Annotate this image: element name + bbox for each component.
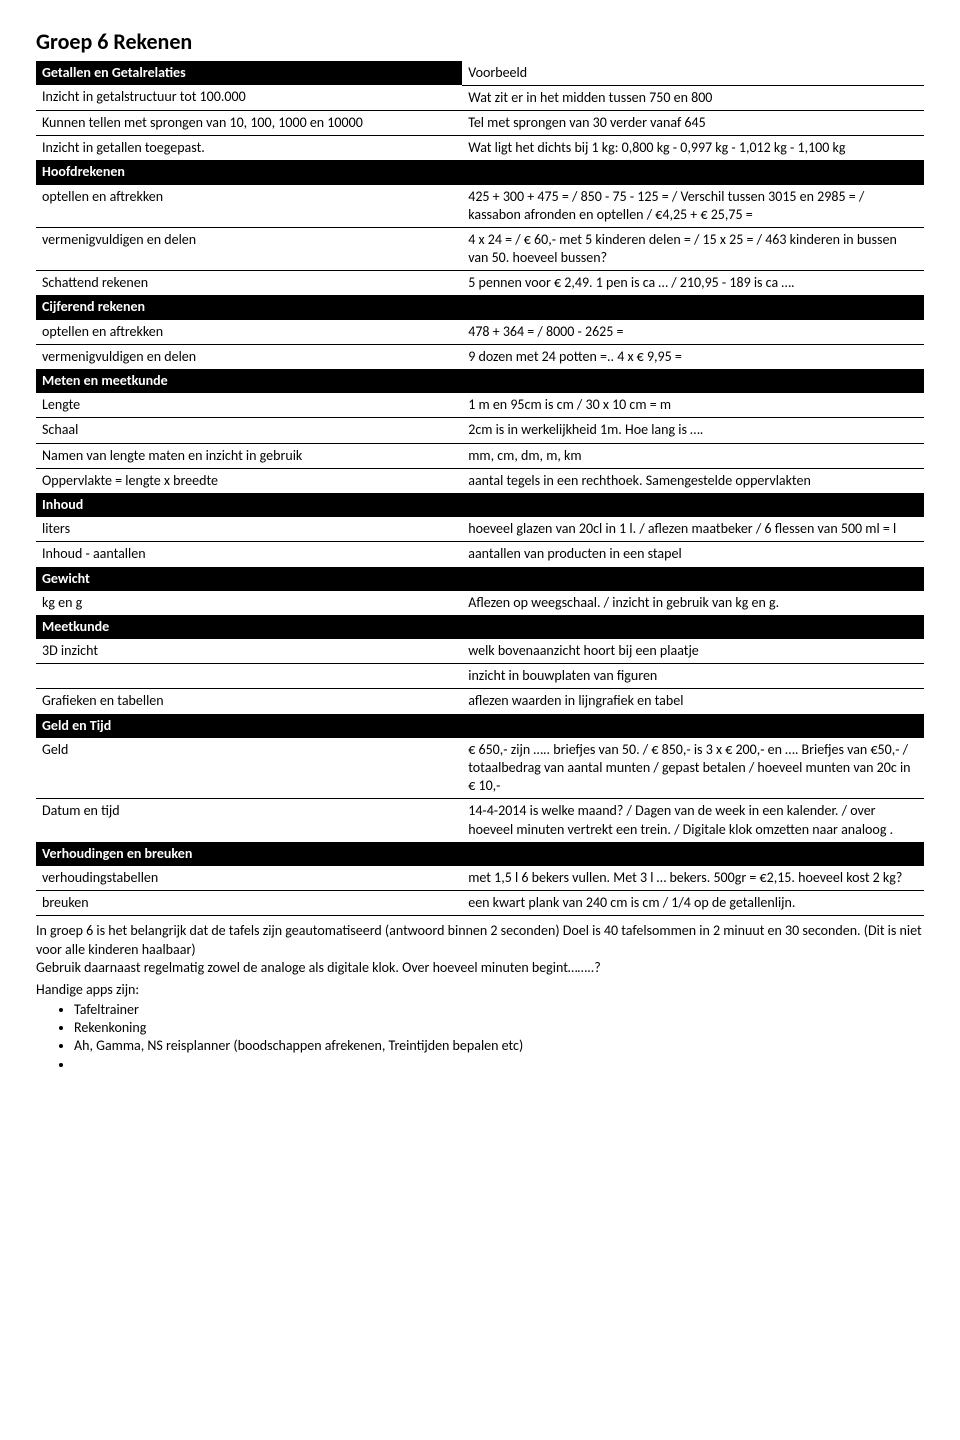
- apps-list: Tafeltrainer Rekenkoning Ah, Gamma, NS r…: [36, 1001, 924, 1074]
- cell-left: liters: [36, 517, 462, 542]
- cell-right: Wat ligt het dichts bij 1 kg: 0,800 kg -…: [462, 136, 924, 161]
- cell-left: verhoudingstabellen: [36, 866, 462, 891]
- cell-right: 5 pennen voor € 2,49. 1 pen is ca … / 21…: [462, 271, 924, 296]
- cell-left: optellen en aftrekken: [36, 185, 462, 228]
- section-label: Cijferend rekenen: [36, 295, 924, 319]
- cell-left: Inzicht in getalstructuur tot 100.000: [36, 85, 462, 110]
- section-label: Gewicht: [36, 567, 924, 591]
- list-item: Rekenkoning: [74, 1019, 924, 1037]
- apps-label: Handige apps zijn:: [36, 981, 924, 999]
- cell-left: breuken: [36, 891, 462, 916]
- cell-left: vermenigvuldigen en delen: [36, 344, 462, 369]
- cell-right: 1 m en 95cm is cm / 30 x 10 cm = m: [462, 393, 924, 418]
- cell-right: 4 x 24 = / € 60,- met 5 kinderen delen =…: [462, 227, 924, 270]
- cell-left: vermenigvuldigen en delen: [36, 227, 462, 270]
- section-geldtijd: Geld en Tijd: [36, 714, 924, 738]
- cell-left: Schaal: [36, 418, 462, 443]
- page-title: Groep 6 Rekenen: [36, 28, 924, 57]
- cell-left: Namen van lengte maten en inzicht in geb…: [36, 443, 462, 468]
- cell-right: een kwart plank van 240 cm is cm / 1/4 o…: [462, 891, 924, 916]
- footer-p1: In groep 6 is het belangrijk dat de tafe…: [36, 922, 924, 958]
- cell-left: [36, 664, 462, 689]
- section-label: Meten en meetkunde: [36, 369, 924, 393]
- section-meetkunde: Meetkunde: [36, 615, 924, 639]
- table-row: Namen van lengte maten en inzicht in geb…: [36, 443, 924, 468]
- curriculum-table: Getallen en Getalrelaties Voorbeeld Inzi…: [36, 61, 924, 917]
- table-row: Schattend rekenen5 pennen voor € 2,49. 1…: [36, 271, 924, 296]
- list-item: [74, 1056, 924, 1074]
- cell-right: welk bovenaanzicht hoort bij een plaatje: [462, 639, 924, 664]
- section-label: Hoofdrekenen: [36, 160, 924, 184]
- cell-left: Oppervlakte = lengte x breedte: [36, 468, 462, 493]
- cell-left: kg en g: [36, 591, 462, 615]
- section-label: Verhoudingen en breuken: [36, 842, 924, 866]
- cell-right: 9 dozen met 24 potten =.. 4 x € 9,95 =: [462, 344, 924, 369]
- table-row: verhoudingstabellenmet 1,5 l 6 bekers vu…: [36, 866, 924, 891]
- cell-left: Datum en tijd: [36, 799, 462, 842]
- section-hoofdrekenen: Hoofdrekenen: [36, 160, 924, 184]
- table-row: Schaal2cm is in werkelijkheid 1m. Hoe la…: [36, 418, 924, 443]
- cell-right: aflezen waarden in lijngrafiek en tabel: [462, 689, 924, 714]
- table-row: kg en gAflezen op weegschaal. / inzicht …: [36, 591, 924, 615]
- list-item: Ah, Gamma, NS reisplanner (boodschappen …: [74, 1037, 924, 1055]
- cell-left: Geld: [36, 738, 462, 799]
- cell-right: 478 + 364 = / 8000 - 2625 =: [462, 320, 924, 345]
- cell-right: inzicht in bouwplaten van figuren: [462, 664, 924, 689]
- cell-left: Schattend rekenen: [36, 271, 462, 296]
- section-label: Geld en Tijd: [36, 714, 924, 738]
- section-getallen: Getallen en Getalrelaties Voorbeeld: [36, 61, 924, 86]
- table-row: litershoeveel glazen van 20cl in 1 l. / …: [36, 517, 924, 542]
- voorbeeld-header: Voorbeeld: [462, 61, 924, 86]
- table-row: Oppervlakte = lengte x breedteaantal teg…: [36, 468, 924, 493]
- cell-left: optellen en aftrekken: [36, 320, 462, 345]
- table-row: breukeneen kwart plank van 240 cm is cm …: [36, 891, 924, 916]
- table-row: Lengte 1 m en 95cm is cm / 30 x 10 cm = …: [36, 393, 924, 418]
- section-label: Getallen en Getalrelaties: [36, 61, 462, 86]
- section-label: Inhoud: [36, 493, 924, 517]
- list-item: Tafeltrainer: [74, 1001, 924, 1019]
- cell-right: 425 + 300 + 475 = / 850 - 75 - 125 = / V…: [462, 185, 924, 228]
- table-row: vermenigvuldigen en delen4 x 24 = / € 60…: [36, 227, 924, 270]
- cell-left: 3D inzicht: [36, 639, 462, 664]
- cell-right: hoeveel glazen van 20cl in 1 l. / afleze…: [462, 517, 924, 542]
- cell-right: Wat zit er in het midden tussen 750 en 8…: [462, 85, 924, 110]
- cell-left: Lengte: [36, 393, 462, 418]
- section-inhoud: Inhoud: [36, 493, 924, 517]
- section-gewicht: Gewicht: [36, 567, 924, 591]
- table-row: Inhoud - aantallenaantallen van producte…: [36, 542, 924, 567]
- table-row: Geld€ 650,- zijn ….. briefjes van 50. / …: [36, 738, 924, 799]
- section-verhoudingen: Verhoudingen en breuken: [36, 842, 924, 866]
- table-row: inzicht in bouwplaten van figuren: [36, 664, 924, 689]
- cell-right: mm, cm, dm, m, km: [462, 443, 924, 468]
- cell-right: aantal tegels in een rechthoek. Samenges…: [462, 468, 924, 493]
- cell-right: met 1,5 l 6 bekers vullen. Met 3 l … bek…: [462, 866, 924, 891]
- cell-right: aantallen van producten in een stapel: [462, 542, 924, 567]
- table-row: 3D inzichtwelk bovenaanzicht hoort bij e…: [36, 639, 924, 664]
- cell-left: Inzicht in getallen toegepast.: [36, 136, 462, 161]
- cell-left: Inhoud - aantallen: [36, 542, 462, 567]
- cell-left: Kunnen tellen met sprongen van 10, 100, …: [36, 110, 462, 135]
- section-label: Meetkunde: [36, 615, 924, 639]
- footer-p2: Gebruik daarnaast regelmatig zowel de an…: [36, 959, 924, 977]
- cell-right: Aflezen op weegschaal. / inzicht in gebr…: [462, 591, 924, 615]
- table-row: Grafieken en tabellenaflezen waarden in …: [36, 689, 924, 714]
- cell-right: € 650,- zijn ….. briefjes van 50. / € 85…: [462, 738, 924, 799]
- footer-text: In groep 6 is het belangrijk dat de tafe…: [36, 922, 924, 1074]
- section-cijferend: Cijferend rekenen: [36, 295, 924, 319]
- cell-left: Grafieken en tabellen: [36, 689, 462, 714]
- table-row: Datum en tijd14-4-2014 is welke maand? /…: [36, 799, 924, 842]
- table-row: optellen en aftrekken478 + 364 = / 8000 …: [36, 320, 924, 345]
- section-meten: Meten en meetkunde: [36, 369, 924, 393]
- table-row: Inzicht in getalstructuur tot 100.000Wat…: [36, 85, 924, 110]
- cell-right: 14-4-2014 is welke maand? / Dagen van de…: [462, 799, 924, 842]
- table-row: optellen en aftrekken425 + 300 + 475 = /…: [36, 185, 924, 228]
- table-row: Kunnen tellen met sprongen van 10, 100, …: [36, 110, 924, 135]
- table-row: Inzicht in getallen toegepast.Wat ligt h…: [36, 136, 924, 161]
- table-row: vermenigvuldigen en delen9 dozen met 24 …: [36, 344, 924, 369]
- cell-right: Tel met sprongen van 30 verder vanaf 645: [462, 110, 924, 135]
- cell-right: 2cm is in werkelijkheid 1m. Hoe lang is …: [462, 418, 924, 443]
